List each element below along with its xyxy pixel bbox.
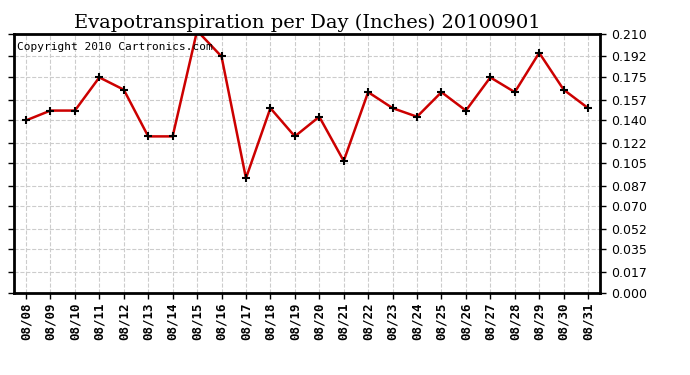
- Text: Copyright 2010 Cartronics.com: Copyright 2010 Cartronics.com: [17, 42, 213, 51]
- Title: Evapotranspiration per Day (Inches) 20100901: Evapotranspiration per Day (Inches) 2010…: [74, 14, 540, 32]
